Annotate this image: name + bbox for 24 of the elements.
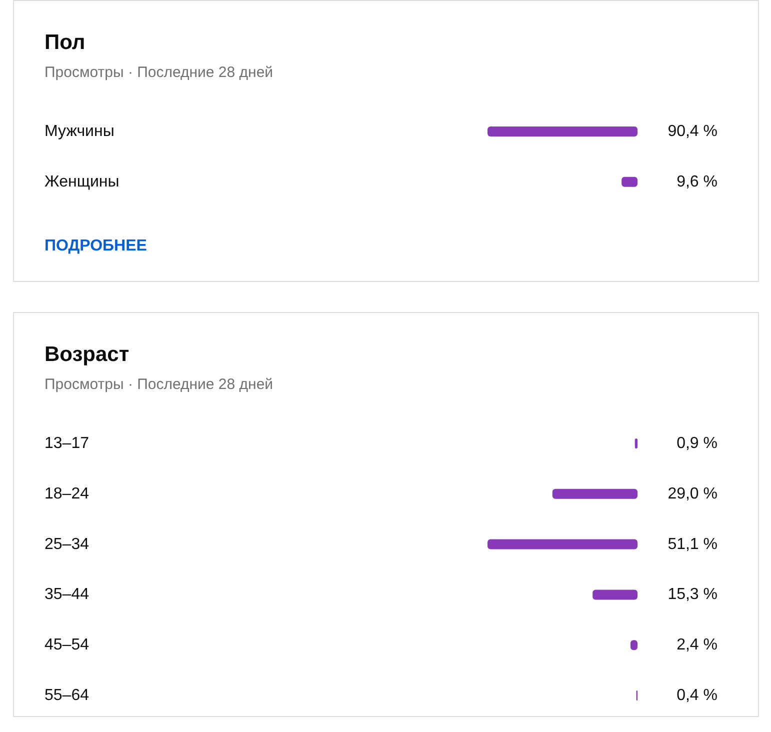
y-tick-label: Мужчины	[44, 123, 114, 140]
text: Возраст	[44, 343, 130, 366]
data-label: 29,0 %	[668, 485, 718, 502]
y-tick-label: Женщины	[44, 173, 120, 190]
bar	[592, 590, 638, 600]
data-label: 90,4 %	[668, 123, 718, 140]
bar	[552, 488, 638, 499]
y-tick-label: 18–24	[44, 485, 90, 502]
data-label: 9,6 %	[676, 173, 718, 190]
y-tick-label: 25–34	[44, 536, 90, 553]
y-tick-label: 13–17	[44, 435, 90, 452]
data-label: 51,1 %	[668, 536, 718, 553]
text: Пол	[44, 31, 86, 54]
data-label: 0,9 %	[676, 435, 718, 452]
data-label: 2,4 %	[676, 636, 718, 654]
data-label: 0,4 %	[676, 687, 718, 704]
text: ПОДРОБНЕЕ	[44, 237, 148, 254]
text: Просмотры · Последние 28 дней	[44, 64, 274, 81]
bar	[488, 539, 638, 550]
y-tick-label: 55–64	[44, 687, 90, 704]
text: Просмотры · Последние 28 дней	[44, 376, 274, 393]
y-tick-label: 35–44	[44, 586, 90, 604]
y-tick-label: 45–54	[44, 636, 90, 654]
data-label: 15,3 %	[668, 586, 718, 604]
